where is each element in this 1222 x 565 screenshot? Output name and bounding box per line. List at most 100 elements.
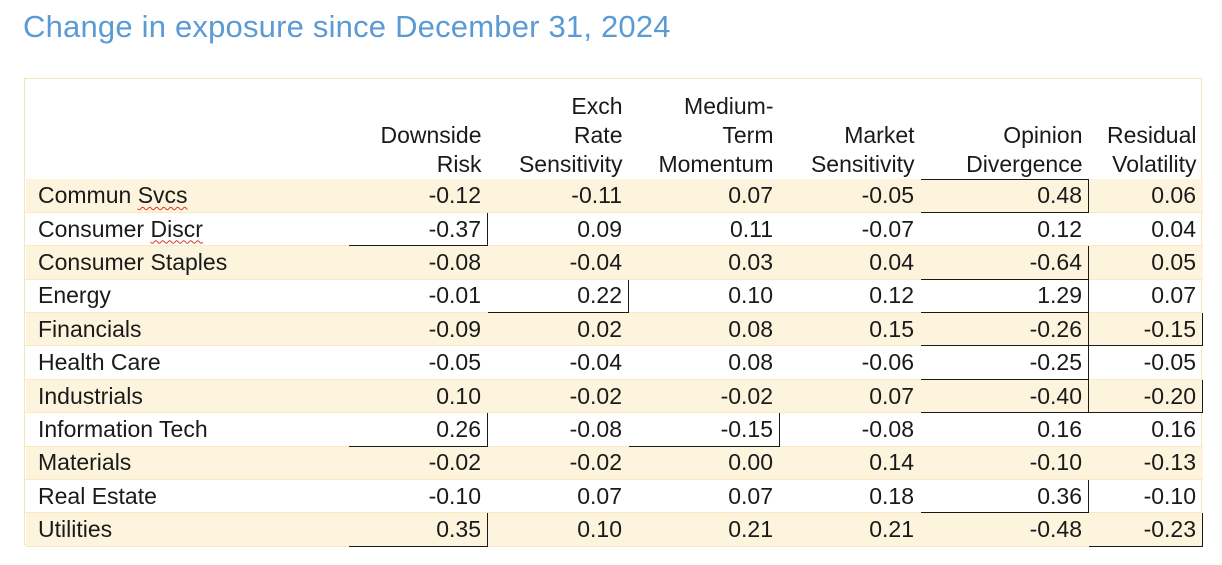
sector-name: Energy	[25, 279, 349, 314]
value-cell: 0.35	[348, 512, 488, 547]
value-cell: 0.08	[628, 312, 780, 347]
spellcheck-flagged-word: Svcs	[137, 182, 188, 209]
sector-name: Real Estate	[25, 479, 349, 514]
column-header: Opinion Divergence	[921, 79, 1089, 179]
value-cell: -0.12	[348, 179, 488, 213]
value-cell: -0.64	[920, 245, 1089, 280]
column-header-line: Risk	[436, 150, 482, 177]
value-cell: 0.09	[487, 212, 629, 247]
value-cell: 0.10	[628, 279, 780, 314]
column-header-line: Opinion	[1003, 121, 1083, 148]
value-cell: 0.06	[1088, 179, 1203, 213]
value-cell: -0.10	[920, 446, 1089, 481]
column-header: Medium- Term Momentum	[629, 79, 780, 179]
spellcheck-flagged-word: Discr	[150, 215, 203, 242]
sector-name: Commun Svcs	[25, 179, 349, 213]
value-cell: -0.07	[779, 212, 921, 247]
value-cell: -0.37	[348, 211, 488, 247]
value-cell: -0.05	[779, 179, 921, 213]
column-header-line: Sensitivity	[810, 150, 915, 177]
table-row: Health Care -0.05 -0.04 0.08 -0.06 -0.25 -0.05	[25, 345, 1203, 380]
value-cell: 0.36	[920, 479, 1089, 514]
value-cell: -0.06	[779, 345, 921, 380]
value-cell: -0.20	[1088, 378, 1203, 414]
sector-name: Health Care	[25, 345, 349, 380]
value-cell: 0.07	[1088, 279, 1203, 314]
value-cell: -0.08	[779, 412, 921, 447]
value-cell: 0.10	[487, 512, 629, 547]
column-header-line: Sensitivity	[518, 150, 623, 177]
table-row: Real Estate -0.10 0.07 0.07 0.18 0.36 -0.10	[25, 479, 1203, 514]
table-row: Commun Svcs -0.12 -0.11 0.07 -0.05 0.48 0.06	[25, 178, 1203, 213]
value-cell: 0.04	[779, 245, 921, 280]
value-cell: -0.11	[487, 179, 629, 213]
value-cell: -0.02	[348, 446, 488, 481]
column-header-line: Rate	[573, 121, 623, 148]
value-cell: -0.23	[1088, 512, 1203, 547]
column-header: Exch Rate Sensitivity	[488, 79, 629, 179]
value-cell: 0.15	[779, 312, 921, 347]
value-cell: 0.07	[779, 379, 921, 414]
column-header-line: Volatility	[1112, 150, 1197, 177]
value-cell: 0.03	[628, 245, 780, 280]
value-cell: -0.10	[348, 479, 488, 514]
value-cell: 0.11	[628, 212, 780, 247]
value-cell: -0.08	[348, 245, 488, 280]
value-cell: 0.12	[779, 279, 921, 314]
column-header-line: Divergence	[966, 150, 1083, 177]
table-row: Energy -0.01 0.22 0.10 0.12 1.29 0.07	[25, 278, 1203, 314]
table-row: Utilities 0.35 0.10 0.21 0.21 -0.48 -0.23	[25, 512, 1203, 547]
column-header-line: Downside	[380, 121, 482, 148]
sector-name: Industrials	[25, 379, 349, 414]
column-header: Downside Risk	[349, 79, 488, 179]
exposure-table-container: Downside Risk Exch Rate Sensitivity Medium- Te…	[24, 78, 1203, 547]
value-cell: 0.21	[779, 512, 921, 547]
table-row: Materials -0.02 -0.02 0.00 0.14 -0.10 -0.13	[25, 446, 1203, 481]
value-cell: 0.07	[487, 479, 629, 514]
value-cell: 0.07	[628, 479, 780, 514]
value-cell: 0.21	[628, 512, 780, 547]
value-cell: 0.14	[779, 446, 921, 481]
value-cell: -0.02	[487, 379, 629, 414]
value-cell: 0.26	[348, 412, 488, 447]
header-sector	[26, 79, 349, 179]
value-cell: 0.12	[920, 212, 1089, 247]
value-cell: 0.18	[779, 479, 921, 514]
table-row: Financials -0.09 0.02 0.08 0.15 -0.26 -0.15	[25, 312, 1203, 347]
column-header-line: Momentum	[658, 150, 774, 177]
table-row: Consumer Staples -0.08 -0.04 0.03 0.04 -0.64 0…	[25, 245, 1203, 280]
column-header-line: Term	[722, 121, 774, 148]
value-cell: -0.15	[1088, 312, 1203, 347]
value-cell: 0.00	[628, 446, 780, 481]
sector-name: Information Tech	[25, 412, 349, 447]
column-header-line: Medium-	[684, 92, 774, 119]
sector-name-text: Consumer	[38, 215, 151, 242]
column-header-line: Exch	[571, 92, 623, 119]
sector-name: Consumer Discr	[25, 212, 349, 247]
value-cell: -0.05	[348, 345, 488, 380]
header-row: Downside Risk Exch Rate Sensitivity Medium- Te…	[26, 79, 1203, 179]
table-row: Information Tech 0.26 -0.08 -0.15 -0.08 0.16 0…	[25, 412, 1203, 447]
page-title: Change in exposure since December 31, 20…	[23, 9, 671, 44]
value-cell: 0.05	[1088, 245, 1203, 280]
column-header: Residual Volatility	[1089, 79, 1203, 179]
value-cell: 0.02	[487, 312, 629, 347]
value-cell: 0.16	[920, 412, 1089, 447]
value-cell: -0.13	[1088, 446, 1203, 481]
sector-name: Utilities	[25, 512, 349, 547]
value-cell: 0.22	[487, 278, 629, 314]
value-cell: 0.07	[628, 179, 780, 213]
value-cell: -0.15	[628, 412, 780, 447]
value-cell: 0.16	[1088, 412, 1203, 447]
table-row: Consumer Discr -0.37 0.09 0.11 -0.07 0.12 0.04	[25, 211, 1203, 247]
exposure-table: Downside Risk Exch Rate Sensitivity Medium- Te…	[25, 79, 1203, 547]
sector-name: Materials	[25, 446, 349, 481]
sector-name: Financials	[25, 312, 349, 347]
value-cell: -0.04	[487, 245, 629, 280]
column-header-line: Market	[844, 121, 915, 148]
sector-name: Consumer Staples	[25, 245, 349, 280]
value-cell: 0.10	[348, 379, 488, 414]
value-cell: -0.02	[487, 446, 629, 481]
value-cell: -0.10	[1088, 479, 1203, 514]
value-cell: -0.08	[487, 412, 629, 447]
